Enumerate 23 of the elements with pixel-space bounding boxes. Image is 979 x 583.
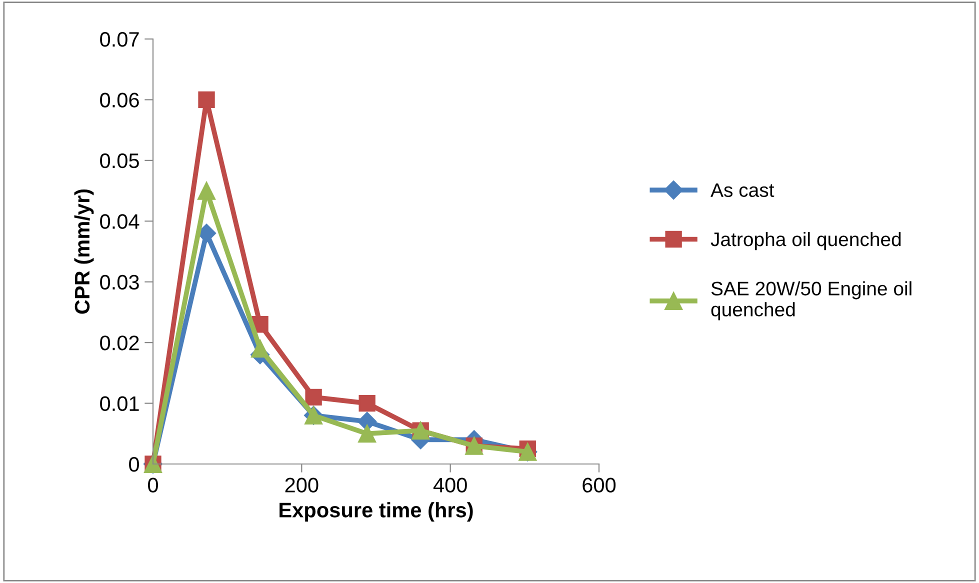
- x-axis-title: Exposure time (hrs): [280, 502, 473, 522]
- point: [197, 182, 216, 200]
- y-tick-label: 0.06: [100, 92, 139, 108]
- y-axis-title: CPR (mm/yr): [74, 189, 94, 314]
- legend-label: As cast: [710, 183, 774, 198]
- legend-label: Jatropha oil quenched: [710, 232, 901, 250]
- x-tick-label: 600: [582, 478, 616, 492]
- y-tick-label: 0.03: [100, 274, 139, 290]
- y-tick-label: 0.05: [100, 153, 139, 168]
- x-tick-label: 200: [285, 478, 318, 492]
- point: [251, 340, 270, 358]
- y-tick-label: 0.01: [100, 396, 139, 412]
- point: [198, 91, 215, 108]
- y-tick-label: 0.02: [100, 336, 139, 350]
- point: [305, 388, 322, 406]
- x-tick-label: 0: [148, 478, 158, 492]
- point: [358, 394, 376, 412]
- point: [358, 424, 376, 443]
- y-tick-label: 0: [129, 457, 139, 472]
- y-tick-label: 0.04: [100, 214, 140, 229]
- y-tick-label: 0.07: [100, 32, 139, 47]
- legend-label: SAE 20W/50 Engine oil quenched: [711, 281, 912, 320]
- x-tick-label: 400: [433, 478, 467, 492]
